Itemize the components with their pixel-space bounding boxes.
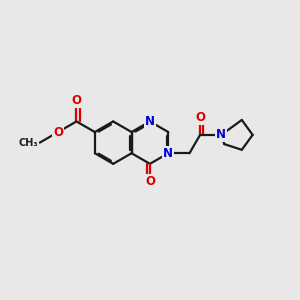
Text: O: O bbox=[71, 94, 82, 107]
Text: CH₃: CH₃ bbox=[19, 138, 38, 148]
Text: N: N bbox=[145, 115, 155, 128]
Text: O: O bbox=[195, 111, 205, 124]
Text: O: O bbox=[53, 125, 63, 139]
Text: N: N bbox=[163, 147, 173, 160]
Text: O: O bbox=[145, 175, 155, 188]
Text: N: N bbox=[216, 128, 226, 141]
